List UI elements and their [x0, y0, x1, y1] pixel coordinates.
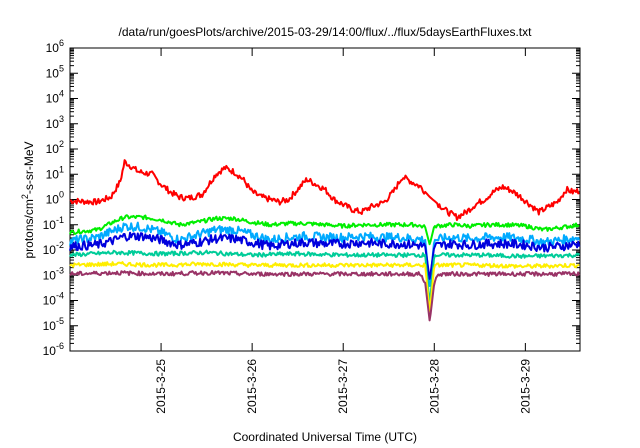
series-line-2 — [69, 214, 580, 246]
x-tick-label: 2015-3-27 — [336, 359, 350, 414]
x-axis: 2015-3-25 2015-3-26 2015-3-27 2015-3-28 2015… — [154, 48, 532, 414]
y-tick-label: 10-1 — [43, 215, 64, 232]
series-line-3 — [69, 221, 581, 287]
chart-title: /data/run/goesPlots/archive/2015-03-29/1… — [119, 25, 533, 39]
series-line-6 — [69, 261, 580, 313]
x-tick-label: 2015-3-29 — [518, 359, 532, 414]
y-tick-label: 102 — [46, 139, 64, 156]
y-tick-label: 104 — [46, 89, 64, 106]
series-line-7 — [69, 270, 581, 322]
y-tick-label: 10-2 — [43, 240, 64, 257]
series-group — [69, 159, 581, 322]
y-axis: 10-6 10-5 10-4 10-3 10-2 10-1 100 101 102 103 104 1… — [43, 38, 580, 358]
x-tick-label: 2015-3-26 — [245, 359, 259, 414]
y-tick-label: 105 — [46, 63, 64, 80]
y-tick-label: 103 — [46, 114, 64, 131]
y-tick-label: 10-5 — [43, 316, 64, 333]
y-tick-label: 101 — [46, 164, 64, 181]
x-tick-label: 2015-3-28 — [427, 359, 441, 414]
y-tick-label: 10-3 — [43, 265, 64, 282]
x-tick-label: 2015-3-25 — [154, 359, 168, 414]
x-axis-label: Coordinated Universal Time (UTC) — [233, 430, 417, 444]
y-tick-label: 10-6 — [43, 341, 64, 358]
series-line-4 — [69, 231, 581, 280]
y-tick-label: 100 — [46, 190, 64, 207]
plot-frame — [69, 47, 581, 352]
y-tick-label: 106 — [46, 38, 64, 55]
y-axis-label: protons/cm2-s-sr-MeV — [20, 141, 36, 258]
series-line-5 — [69, 249, 581, 305]
series-line-1 — [69, 159, 580, 221]
y-tick-label: 10-4 — [43, 291, 64, 308]
